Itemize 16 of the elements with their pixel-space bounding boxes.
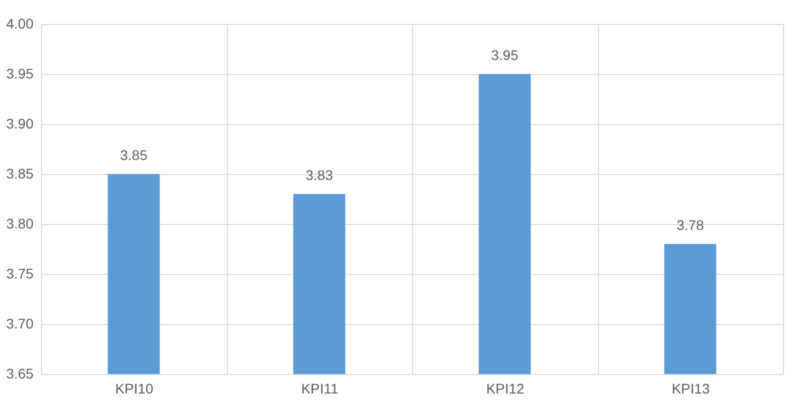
data-label: 3.78 bbox=[676, 217, 704, 233]
data-label: 3.85 bbox=[120, 147, 148, 163]
data-label: 3.95 bbox=[491, 47, 519, 63]
x-tick-label: KPI10 bbox=[115, 380, 154, 396]
x-tick-label: KPI11 bbox=[301, 380, 339, 396]
y-tick-label: 4.00 bbox=[6, 16, 34, 32]
x-tick-label: KPI12 bbox=[486, 380, 525, 396]
y-tick-label: 3.90 bbox=[6, 116, 34, 132]
y-tick-label: 3.80 bbox=[6, 216, 34, 232]
y-tick-label: 3.85 bbox=[6, 166, 34, 182]
y-tick-label: 3.75 bbox=[6, 266, 34, 282]
y-tick-label: 3.70 bbox=[6, 316, 34, 332]
y-tick-label: 3.65 bbox=[6, 366, 34, 382]
x-tick-label: KPI13 bbox=[672, 380, 710, 396]
y-tick-label: 3.95 bbox=[6, 66, 34, 82]
data-label: 3.83 bbox=[306, 167, 334, 183]
